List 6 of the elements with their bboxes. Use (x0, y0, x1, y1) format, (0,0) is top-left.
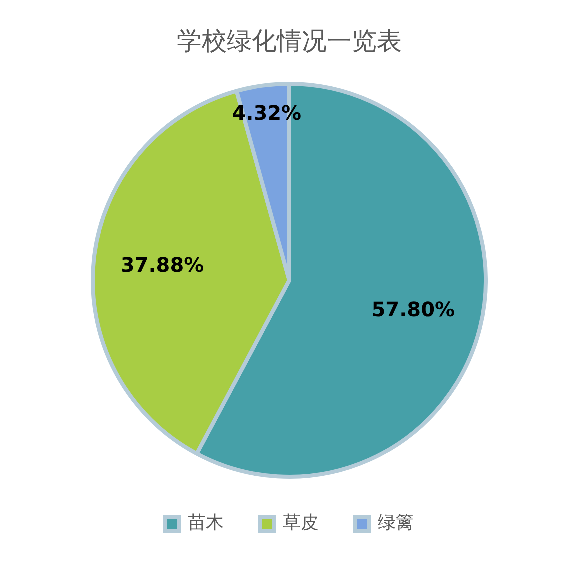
data-label: 37.88% (120, 252, 204, 277)
legend-label: 草皮 (283, 512, 319, 534)
chart-title: 学校绿化情况一览表 (177, 26, 402, 56)
legend-label: 苗木 (188, 512, 224, 534)
legend-label: 绿篱 (378, 512, 414, 534)
data-label: 57.80% (372, 298, 456, 322)
